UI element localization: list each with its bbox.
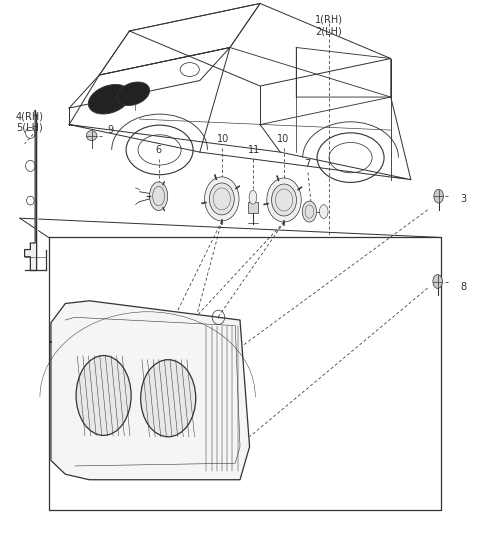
- Ellipse shape: [433, 275, 443, 288]
- Text: 10: 10: [277, 134, 289, 144]
- Ellipse shape: [150, 182, 168, 210]
- Ellipse shape: [204, 177, 239, 221]
- Ellipse shape: [267, 178, 301, 222]
- Ellipse shape: [272, 184, 297, 216]
- Polygon shape: [51, 301, 250, 480]
- Text: 6: 6: [156, 145, 162, 155]
- Ellipse shape: [117, 82, 150, 105]
- Text: 4(RH)
5(LH): 4(RH) 5(LH): [16, 111, 44, 132]
- Ellipse shape: [141, 360, 196, 437]
- Ellipse shape: [434, 189, 444, 203]
- Ellipse shape: [249, 190, 257, 204]
- Text: 9: 9: [107, 125, 113, 135]
- Bar: [248, 201, 258, 213]
- Text: 8: 8: [460, 282, 466, 292]
- Ellipse shape: [209, 183, 234, 215]
- Text: 7: 7: [304, 158, 310, 168]
- Text: 11: 11: [248, 145, 261, 155]
- Ellipse shape: [86, 131, 97, 141]
- Text: 1(RH)
2(LH): 1(RH) 2(LH): [314, 14, 343, 36]
- Polygon shape: [24, 111, 36, 270]
- Ellipse shape: [320, 205, 328, 219]
- Ellipse shape: [76, 355, 131, 436]
- Text: 10: 10: [217, 134, 229, 144]
- Text: 3: 3: [460, 194, 466, 204]
- Ellipse shape: [302, 201, 317, 222]
- Ellipse shape: [88, 84, 131, 114]
